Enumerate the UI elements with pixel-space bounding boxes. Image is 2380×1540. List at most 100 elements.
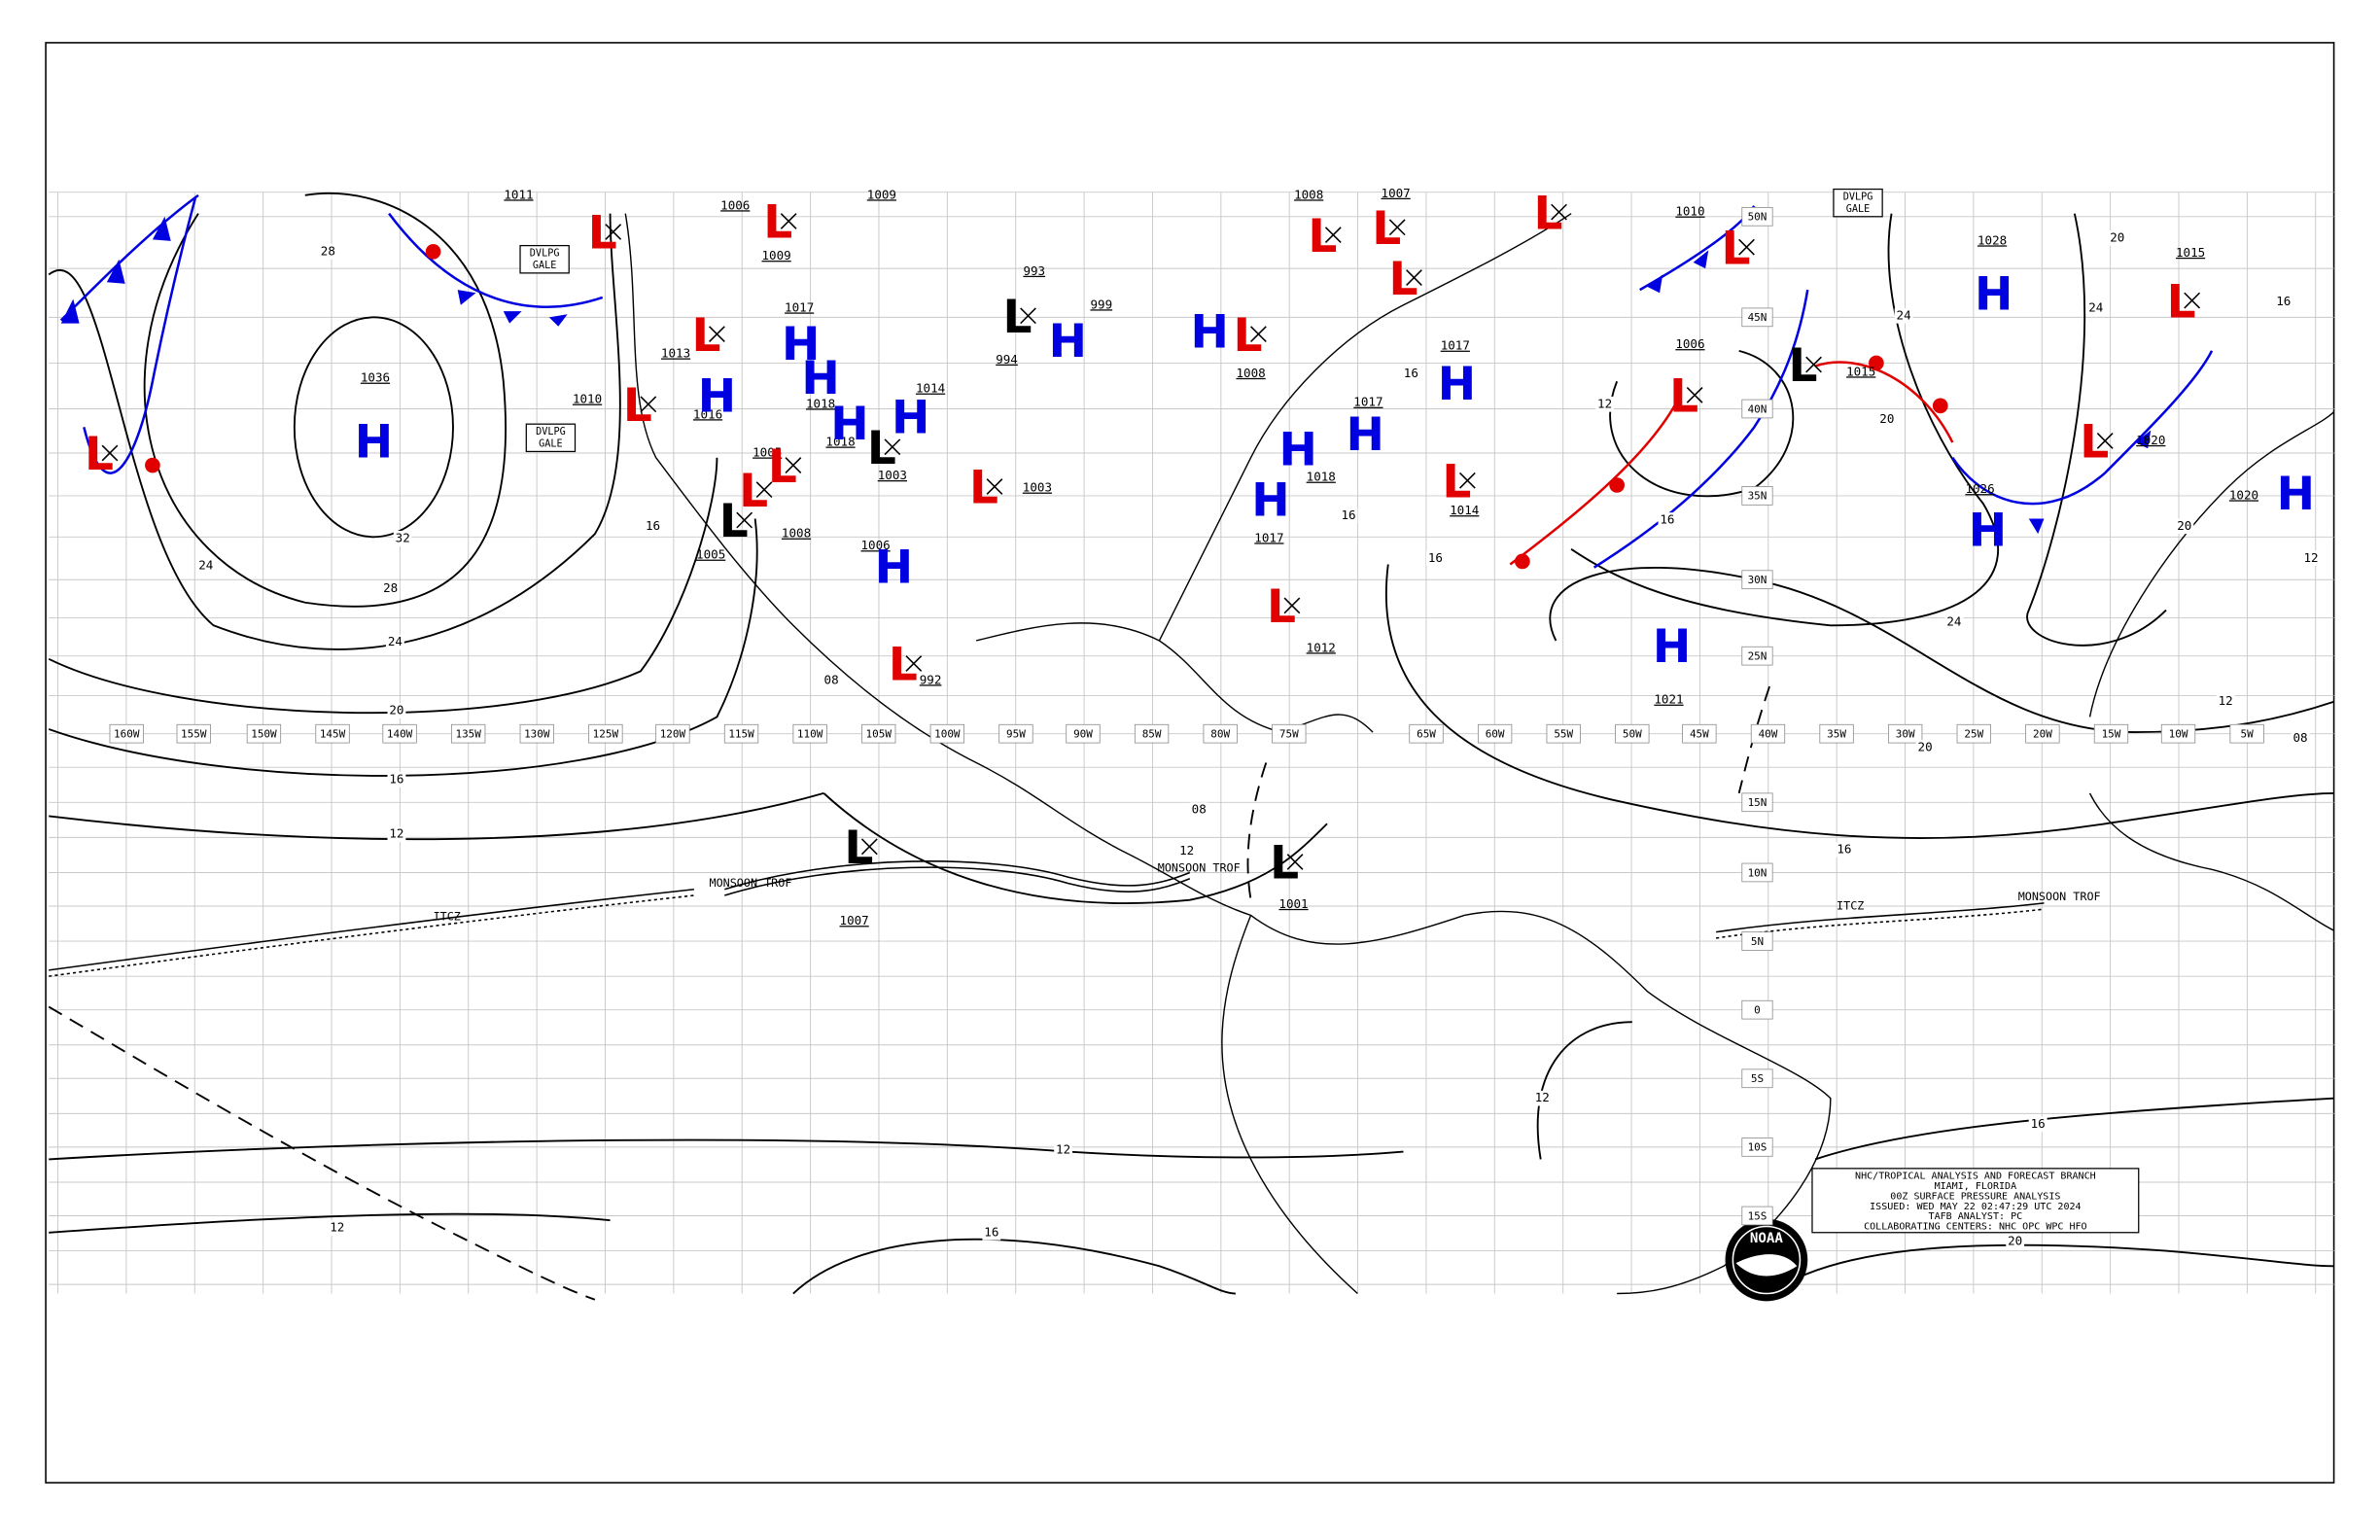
- isobar-label: 16: [389, 771, 403, 786]
- lon-label: 95W: [1006, 727, 1026, 740]
- center-cross: [905, 655, 923, 672]
- pressure-label: 1028: [1978, 232, 2007, 247]
- isobar-label: 20: [2177, 518, 2191, 533]
- lon-label: 50W: [1623, 727, 1642, 740]
- gale-box: [525, 423, 577, 453]
- pressure-center: L: [1308, 210, 1337, 263]
- itcz-line: [1716, 902, 2045, 933]
- pressure-label: 1021: [1654, 692, 1683, 707]
- center-cross: [640, 396, 657, 413]
- pressure-center: L: [719, 495, 749, 548]
- front-barb: [1647, 274, 1663, 294]
- pressure-center: L: [623, 379, 652, 433]
- isobar: [48, 213, 621, 650]
- itcz: [49, 860, 2045, 977]
- lon-label-box: [176, 723, 211, 744]
- pressure-label: 1008: [1236, 366, 1265, 380]
- pressure-label: 1014: [916, 381, 945, 396]
- lat-label: 5S: [1751, 1072, 1764, 1085]
- isobar-label: 20: [1879, 411, 1894, 426]
- lon-label-box: [588, 723, 623, 744]
- lon-label-box: [1134, 723, 1170, 744]
- isobar: [49, 791, 824, 841]
- front-barb: [503, 311, 522, 324]
- isobar-label: 16: [984, 1224, 998, 1239]
- lon-label-box: [1682, 723, 1717, 744]
- isobar-label-bg: [387, 826, 406, 843]
- lon-label-box: [1750, 723, 1786, 744]
- page-frame: [45, 42, 2335, 1484]
- isobar-label: 08: [2292, 730, 2307, 745]
- isobar-label-bg: [1658, 512, 1677, 528]
- pressure-label: 1006: [860, 538, 890, 552]
- pressure-center: L: [1534, 187, 1563, 240]
- isobar-label-bg: [1054, 1142, 1073, 1158]
- coastline: [975, 622, 1374, 733]
- isobar-label: 28: [321, 243, 335, 258]
- center-cross: [2184, 292, 2201, 309]
- center-cross: [986, 478, 1003, 495]
- lat-label: 50N: [1748, 211, 1768, 224]
- center-cross: [884, 438, 901, 456]
- isobar-label-bg: [387, 703, 406, 718]
- isobar-label-bg: [1595, 396, 1615, 412]
- isobar: [48, 518, 758, 777]
- lon-label: 85W: [1142, 727, 1162, 740]
- center-cross: [785, 457, 802, 473]
- lon-label-box: [109, 723, 144, 744]
- isobar-label-bg: [318, 244, 337, 260]
- isobar-label-bg: [2028, 1116, 2048, 1133]
- lon-label-box: [519, 723, 554, 744]
- info-box: [1811, 1168, 2140, 1234]
- lon-label: 120W: [660, 727, 686, 740]
- front-barb: [2028, 518, 2045, 535]
- pressure-label: 1005: [696, 547, 725, 562]
- pressure-center: L: [1722, 222, 1751, 275]
- pressure-center: L: [763, 196, 792, 250]
- pressure-label: 1003: [878, 468, 907, 482]
- lon-label-box: [1477, 723, 1513, 744]
- isobar-label-bg: [387, 771, 406, 788]
- isobar-label-bg: [1426, 550, 1445, 567]
- pressure-label: 1008: [1294, 187, 1323, 201]
- lat-label: 15N: [1748, 796, 1768, 809]
- coastline: [1158, 213, 1572, 642]
- cold-front: [388, 212, 604, 308]
- pressure-label: 1010: [1675, 204, 1704, 219]
- isobar-label: 16: [1428, 550, 1443, 565]
- itcz-line: [49, 894, 694, 977]
- lon-label: 30W: [1896, 727, 1915, 740]
- lat-label: 35N: [1748, 490, 1768, 503]
- lat-label-box: [1741, 307, 1773, 328]
- isobars: [48, 192, 2334, 1301]
- coastline: [1250, 910, 1832, 1295]
- pressure-center: L: [768, 440, 797, 494]
- center-cross: [1250, 326, 1267, 343]
- isobar-label-bg: [1339, 508, 1358, 524]
- pressure-center: H: [1251, 473, 1289, 527]
- pressure-center: L: [889, 639, 918, 692]
- monsoon-trough: [724, 860, 1191, 896]
- isobar-label: 24: [198, 558, 213, 573]
- pressure-label: 1018: [825, 435, 855, 449]
- isobar-label-bg: [2175, 518, 2194, 535]
- isobar-label-bg: [2301, 550, 2321, 567]
- isobar: [1570, 213, 2000, 627]
- pressure-center: L: [85, 428, 114, 481]
- lat-label: 40N: [1748, 402, 1768, 415]
- coastlines: [624, 213, 2335, 1295]
- pressure-center: H: [1969, 505, 2007, 558]
- cold-front: [1951, 350, 2214, 506]
- isobar: [48, 457, 718, 715]
- front-barb: [1609, 477, 1625, 493]
- front-barb: [106, 259, 125, 284]
- lon-label-box: [723, 723, 759, 744]
- isobar-label-bg: [2006, 1234, 2025, 1250]
- pressure-label: 1018: [806, 396, 835, 410]
- lon-label: 15W: [2102, 727, 2121, 740]
- front-barb: [60, 298, 80, 324]
- isobar-label: 20: [1918, 739, 1933, 753]
- lon-label-box: [315, 723, 350, 744]
- pressure-center: H: [830, 398, 868, 451]
- isobar-label-bg: [393, 531, 412, 546]
